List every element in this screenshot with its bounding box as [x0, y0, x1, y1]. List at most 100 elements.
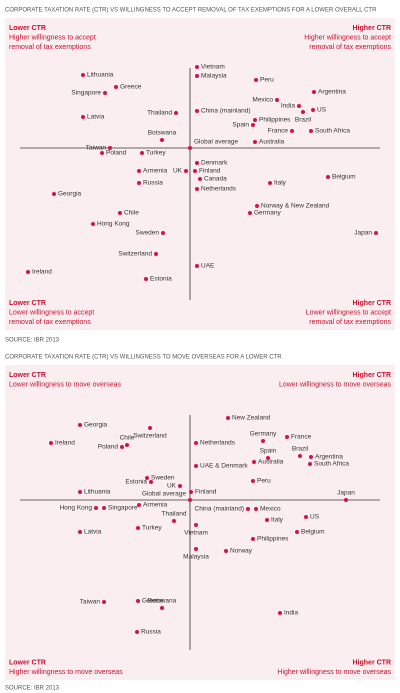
data-point — [81, 115, 85, 119]
point-label: Belgium — [301, 529, 324, 536]
data-point — [309, 129, 313, 133]
point-label: France — [268, 128, 289, 135]
point-label: Mexico — [252, 97, 273, 104]
data-point — [26, 270, 30, 274]
point-label: Malaysia — [183, 554, 209, 561]
quadrant-label: Higher willingness to move overseas — [9, 669, 123, 676]
point-label: US — [317, 107, 327, 114]
data-point — [178, 484, 182, 488]
point-label: US — [310, 514, 320, 521]
data-point — [374, 231, 378, 235]
data-point — [195, 264, 199, 268]
point-label: Estonia — [150, 276, 172, 283]
quadrant-label: Lower willingness to move overseas — [279, 381, 392, 388]
data-point — [248, 211, 252, 215]
point-label: Japan — [337, 490, 355, 497]
quadrant-label: Higher CTR — [353, 659, 392, 666]
quadrant-label: removal of tax exemptions — [9, 44, 91, 51]
point-label: Chile — [120, 435, 135, 442]
point-label: Norway & New Zealand — [261, 203, 330, 210]
point-label: UAE — [201, 263, 215, 270]
point-label: Estonia — [125, 479, 147, 486]
data-point — [140, 151, 144, 155]
quadrant-label: Lower willingness to accept — [306, 309, 391, 316]
data-point — [78, 530, 82, 534]
plot-background — [5, 365, 395, 680]
data-point — [301, 110, 305, 114]
data-point — [193, 169, 197, 173]
quadrant-label: Lower willingness to accept — [9, 309, 94, 316]
point-label: Spain — [260, 448, 277, 455]
point-label: Switzerland — [118, 251, 152, 258]
quadrant-label: Lower willingness to move overseas — [9, 381, 122, 388]
point-label: Belgium — [332, 174, 355, 181]
data-point — [226, 416, 230, 420]
data-point — [344, 498, 348, 502]
data-point — [103, 91, 107, 95]
data-point — [255, 204, 259, 208]
data-point — [254, 78, 258, 82]
data-point — [254, 507, 258, 511]
data-point — [174, 111, 178, 115]
point-label: Finland — [199, 168, 221, 175]
point-label: Botswana — [148, 598, 177, 605]
data-point — [195, 65, 199, 69]
point-label: Chile — [124, 210, 139, 217]
data-point — [91, 222, 95, 226]
data-point — [261, 439, 265, 443]
data-point — [275, 98, 279, 102]
data-point — [253, 140, 257, 144]
point-label: Taiwan — [86, 145, 107, 152]
point-label: Greece — [120, 84, 142, 91]
point-label: China (mainland) — [195, 506, 245, 513]
data-point — [78, 423, 82, 427]
point-label: Vietnam — [201, 64, 225, 71]
data-point — [137, 169, 141, 173]
quadrant-label: Higher CTR — [353, 372, 392, 379]
data-point — [136, 599, 140, 603]
data-point — [251, 537, 255, 541]
data-point — [136, 526, 140, 530]
chart-title: CORPORATE TAXATION RATE (CTR) VS WILLING… — [5, 355, 282, 361]
data-point — [246, 507, 250, 511]
point-label: South Africa — [315, 128, 350, 135]
data-point — [188, 146, 192, 150]
data-point — [149, 480, 153, 484]
point-label: UK — [173, 168, 183, 175]
data-point — [172, 519, 176, 523]
point-label: Botswana — [148, 130, 177, 137]
quadrant-label: Higher willingness to accept — [304, 34, 391, 41]
data-point — [135, 630, 139, 634]
data-point — [148, 426, 152, 430]
data-point — [252, 460, 256, 464]
data-point — [154, 252, 158, 256]
data-point — [114, 85, 118, 89]
data-point — [266, 456, 270, 460]
point-label: Australia — [258, 459, 284, 466]
point-label: Germany — [254, 210, 281, 217]
quadrant-label: Lower CTR — [9, 25, 46, 32]
point-label: Russia — [141, 629, 161, 636]
data-point — [326, 175, 330, 179]
point-label: Singapore — [108, 505, 138, 512]
point-label: Georgia — [84, 422, 108, 429]
point-label: Australia — [259, 139, 285, 146]
point-label: Canada — [204, 176, 227, 183]
data-point — [285, 435, 289, 439]
data-point — [102, 600, 106, 604]
quadrant-label: Higher CTR — [353, 300, 392, 307]
point-label: Japan — [354, 230, 372, 237]
data-point — [102, 506, 106, 510]
point-label: Spain — [232, 122, 249, 129]
quadrant-label: Higher willingness to move overseas — [277, 669, 391, 676]
quadrant-label: removal of tax exemptions — [9, 319, 91, 326]
point-label: Latvia — [84, 529, 102, 536]
point-label: Switzerland — [133, 433, 167, 440]
source: SOURCE: IBR 2013 — [5, 686, 60, 692]
data-point — [188, 498, 192, 502]
data-point — [184, 169, 188, 173]
point-label: Vietnam — [184, 530, 208, 537]
data-point — [194, 547, 198, 551]
data-point — [311, 108, 315, 112]
